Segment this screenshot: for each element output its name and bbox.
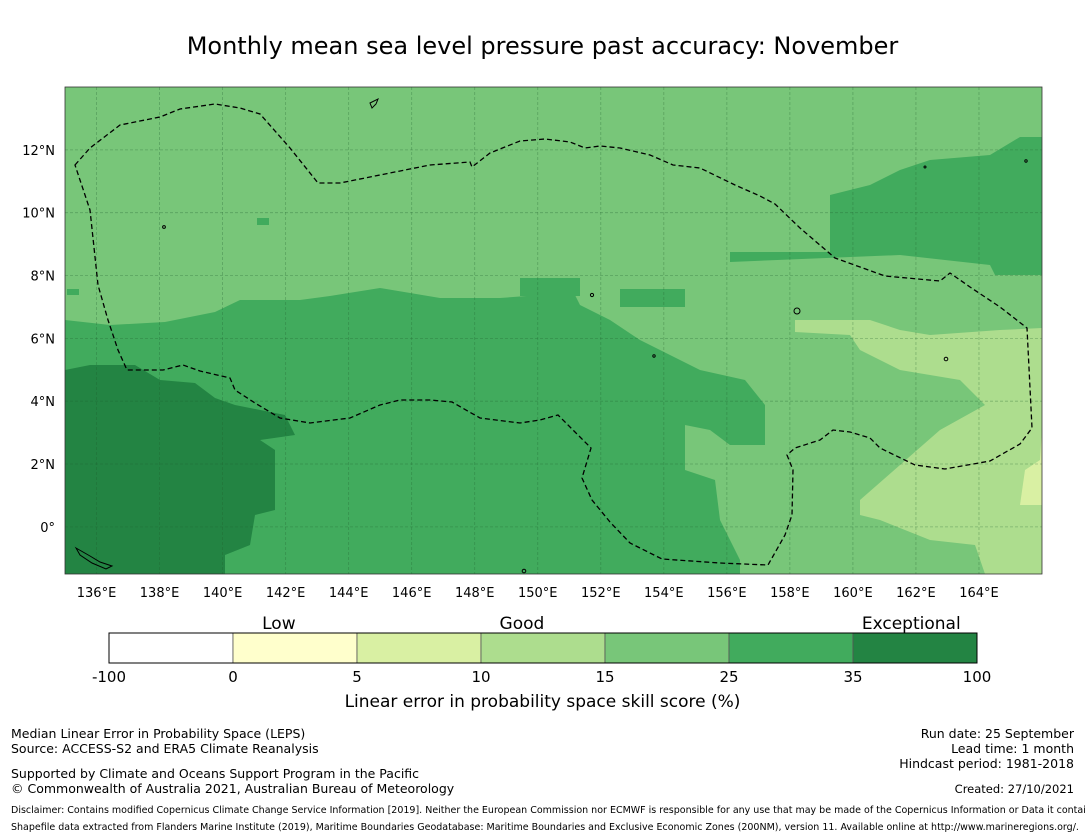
legend-tick-label: 35 bbox=[843, 668, 862, 686]
legend-bin--100-0 bbox=[108, 632, 234, 664]
region-fragment bbox=[620, 289, 685, 307]
footer-hindcast-period: Hindcast period: 1981-2018 bbox=[899, 756, 1074, 771]
footer-support-line: Supported by Climate and Oceans Support … bbox=[11, 766, 420, 781]
latitude-axis-labels: 12°N 10°N 8°N 6°N 4°N 2°N 0° bbox=[22, 144, 55, 536]
lon-tick-label: 162°E bbox=[896, 586, 936, 601]
island bbox=[589, 292, 595, 298]
lat-tick-label: 10°N bbox=[22, 207, 55, 222]
lon-tick-label: 144°E bbox=[329, 586, 369, 601]
lon-tick-label: 160°E bbox=[833, 586, 873, 601]
eez-boundary-line bbox=[74, 103, 1033, 566]
legend-tick-label: 15 bbox=[595, 668, 614, 686]
lat-tick-label: 4°N bbox=[31, 395, 56, 410]
legend-tick-label: 10 bbox=[471, 668, 490, 686]
lon-tick-label: 146°E bbox=[392, 586, 432, 601]
legend-tick-label: 100 bbox=[963, 668, 992, 686]
region-fragment bbox=[67, 289, 79, 295]
lon-tick-label: 156°E bbox=[707, 586, 747, 601]
lat-tick-label: 8°N bbox=[31, 270, 56, 285]
lat-tick-label: 6°N bbox=[31, 332, 56, 347]
lon-tick-label: 164°E bbox=[959, 586, 999, 601]
island bbox=[521, 568, 527, 574]
legend-bin-35-100 bbox=[852, 632, 978, 664]
island-outlines bbox=[74, 97, 1028, 574]
footer-run-date: Run date: 25 September bbox=[920, 726, 1074, 741]
lon-tick-label: 148°E bbox=[455, 586, 495, 601]
lon-tick-label: 140°E bbox=[203, 586, 243, 601]
footer-run-info: Run date: 25 September Lead time: 1 mont… bbox=[899, 726, 1074, 771]
lat-tick-label: 12°N bbox=[22, 144, 55, 159]
footer-lead-time: Lead time: 1 month bbox=[951, 741, 1074, 756]
region-25-35-northeast bbox=[730, 137, 1042, 275]
map-frame bbox=[64, 86, 1043, 575]
island bbox=[923, 165, 927, 169]
region-10-15-southeast bbox=[795, 320, 1042, 574]
disclaimer-shapefile: Shapefile data extracted from Flanders M… bbox=[11, 822, 1079, 833]
legend-bin-0-5 bbox=[232, 632, 358, 664]
legend-category-good: Good bbox=[500, 614, 545, 634]
island bbox=[1024, 159, 1028, 163]
legend-tick-labels: -100 0 5 10 15 25 35 100 bbox=[92, 668, 991, 686]
footer-method: Median Linear Error in Probability Space… bbox=[11, 726, 319, 756]
lon-tick-label: 142°E bbox=[266, 586, 306, 601]
region-fragment bbox=[257, 218, 269, 225]
longitude-axis-labels: 136°E 138°E 140°E 142°E 144°E 146°E 148°E 150°E… bbox=[77, 586, 999, 601]
legend-colorbar bbox=[108, 632, 978, 664]
disclaimer-copernicus: Disclaimer: Contains modified Copernicus… bbox=[11, 805, 1085, 816]
lat-tick-label: 0° bbox=[40, 521, 55, 536]
lon-tick-label: 150°E bbox=[518, 586, 558, 601]
lon-tick-label: 152°E bbox=[581, 586, 621, 601]
lat-tick-label: 2°N bbox=[31, 458, 56, 473]
legend-bin-25-35 bbox=[728, 632, 854, 664]
lon-tick-label: 138°E bbox=[140, 586, 180, 601]
lon-tick-label: 154°E bbox=[644, 586, 684, 601]
island bbox=[162, 225, 166, 229]
region-fragment bbox=[520, 278, 580, 296]
lon-tick-label: 136°E bbox=[77, 586, 117, 601]
legend-tick-label: 0 bbox=[228, 668, 238, 686]
legend-bin-5-10 bbox=[356, 632, 482, 664]
legend-category-low: Low bbox=[262, 614, 296, 634]
footer-disclaimer: Disclaimer: Contains modified Copernicus… bbox=[11, 802, 1085, 836]
legend-tick-label: 5 bbox=[352, 668, 362, 686]
map-title: Monthly mean sea level pressure past acc… bbox=[186, 32, 899, 60]
legend-tick-label: 25 bbox=[719, 668, 738, 686]
footer-source-line: Source: ACCESS-S2 and ERA5 Climate Reana… bbox=[11, 741, 319, 756]
island bbox=[943, 356, 949, 362]
footer-created: Created: 27/10/2021 bbox=[954, 782, 1074, 796]
skill-map-regions bbox=[65, 87, 1042, 574]
legend-category-exceptional: Exceptional bbox=[862, 614, 961, 634]
island bbox=[369, 97, 379, 109]
legend-frame bbox=[108, 632, 978, 664]
region-5-10-southeast bbox=[1020, 430, 1042, 505]
legend-bin-15-25 bbox=[604, 632, 730, 664]
island bbox=[652, 354, 656, 358]
island bbox=[793, 307, 801, 315]
footer-support: Supported by Climate and Oceans Support … bbox=[11, 766, 454, 796]
legend-tick-label: -100 bbox=[92, 668, 126, 686]
map-gridlines bbox=[65, 87, 1042, 574]
footer-leps-line: Median Linear Error in Probability Space… bbox=[11, 726, 306, 741]
legend-category-labels: Low Good Exceptional bbox=[262, 614, 961, 634]
region-35-100-southwest bbox=[65, 365, 295, 574]
island bbox=[74, 546, 114, 570]
legend-bin-10-15 bbox=[480, 632, 606, 664]
legend-axis-title: Linear error in probability space skill … bbox=[344, 692, 741, 712]
lon-tick-label: 158°E bbox=[770, 586, 810, 601]
footer-copyright-line: © Commonwealth of Australia 2021, Austra… bbox=[11, 781, 455, 796]
